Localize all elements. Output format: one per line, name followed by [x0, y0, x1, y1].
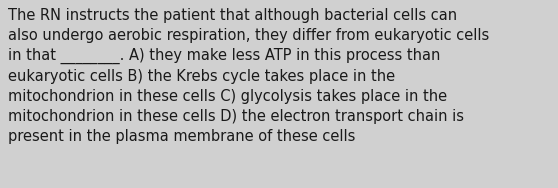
- Text: The RN instructs the patient that although bacterial cells can
also undergo aero: The RN instructs the patient that althou…: [8, 8, 489, 144]
